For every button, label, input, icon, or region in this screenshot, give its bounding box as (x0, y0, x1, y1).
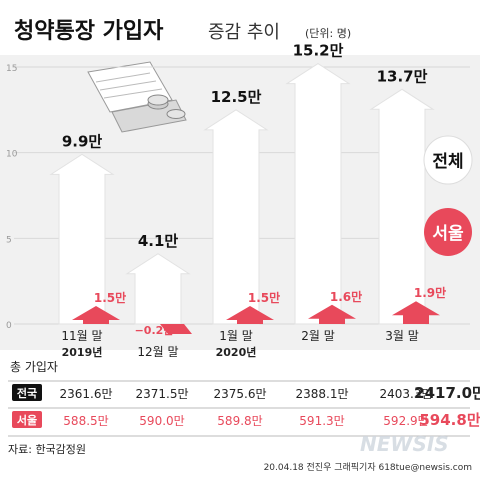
seoul-arrow (308, 304, 356, 324)
y-tick-label: 15 (6, 64, 17, 74)
row-label: 서울 (17, 413, 37, 427)
total-arrow (49, 153, 115, 325)
seoul-value-label: −0.2만 (135, 323, 174, 337)
seoul-arrow (392, 301, 440, 324)
x-tick-label: 2월 말 (301, 329, 335, 343)
year-label: 2020년 (216, 345, 257, 359)
seoul-value-label: 1.6만 (330, 289, 362, 304)
table-cell: 2403.3만 (379, 387, 432, 401)
table-cell: 590.0만 (139, 414, 184, 428)
table-cell: 588.5만 (63, 414, 108, 428)
x-tick-label: 11월 말 (61, 329, 102, 343)
seoul-value-label: 1.5만 (248, 290, 280, 305)
total-arrow (125, 253, 191, 325)
total-arrow (285, 62, 351, 325)
total-arrow (369, 88, 435, 325)
x-tick-label: 1월 말 (219, 329, 253, 343)
total-value-label: 15.2만 (293, 42, 344, 60)
total-value-label: 13.7만 (377, 67, 428, 85)
bankbook-illustration (87, 61, 187, 133)
summary-table: 전국 2361.6만 2371.5만 2375.6만 2388.1만 2403.3만241… (8, 380, 480, 437)
y-tick-label: 0 (6, 321, 12, 331)
legend-total: 전체 (423, 135, 473, 185)
total-arrow (203, 109, 269, 325)
table-cell: 591.3만 (299, 414, 344, 428)
table-cell: 2417.0만 (414, 384, 480, 402)
unit-label: (단위: 명) (305, 27, 351, 40)
chart-title-sub: 증감 추이 (208, 22, 280, 43)
total-value-label: 9.9만 (62, 132, 103, 150)
x-tick-label: 12월 말 (137, 345, 178, 359)
legend-total-label: 전체 (432, 152, 463, 172)
year-label: 2019년 (62, 345, 103, 359)
seoul-arrow (226, 306, 274, 324)
legend-seoul: 서울 (424, 208, 472, 256)
table-title: 총 가입자 (10, 360, 58, 374)
total-value-label: 12.5만 (211, 88, 262, 106)
credit-label: 20.04.18 전진우 그래픽기자 618tue@newsis.com (264, 462, 472, 473)
data-labels: 9.9만 4.1만 12.5만 15.2만 13.7만 1.5만 −0.2만 1.5만 1.6만… (61, 42, 446, 359)
source-label: 자료: 한국감정원 (8, 443, 86, 456)
table-cell: 592.9만 (383, 414, 428, 428)
table-cell: 594.8만 (419, 411, 480, 429)
seoul-arrow (160, 324, 192, 334)
watermark: NEWSIS (360, 432, 449, 456)
total-value-label: 4.1만 (138, 232, 179, 250)
chart-title: 청약통장 가입자 (14, 19, 164, 44)
seoul-value-label: 1.5만 (94, 290, 126, 305)
legend-seoul-label: 서울 (432, 224, 464, 244)
row-badge (12, 384, 42, 401)
table-cell: 2388.1만 (295, 387, 348, 401)
total-arrows (49, 62, 435, 325)
table-cell: 2375.6만 (213, 387, 266, 401)
x-tick-label: 3월 말 (385, 329, 419, 343)
y-tick-label: 5 (6, 235, 12, 245)
table-cell: 589.8만 (217, 414, 262, 428)
seoul-arrow (72, 306, 120, 324)
y-tick-label: 10 (6, 150, 18, 160)
row-label: 전국 (17, 386, 37, 400)
row-badge (12, 411, 42, 428)
seoul-value-label: 1.9만 (414, 285, 446, 300)
seoul-arrows (72, 301, 440, 334)
table-cell: 2371.5만 (135, 387, 188, 401)
table-cell: 2361.6만 (59, 387, 112, 401)
